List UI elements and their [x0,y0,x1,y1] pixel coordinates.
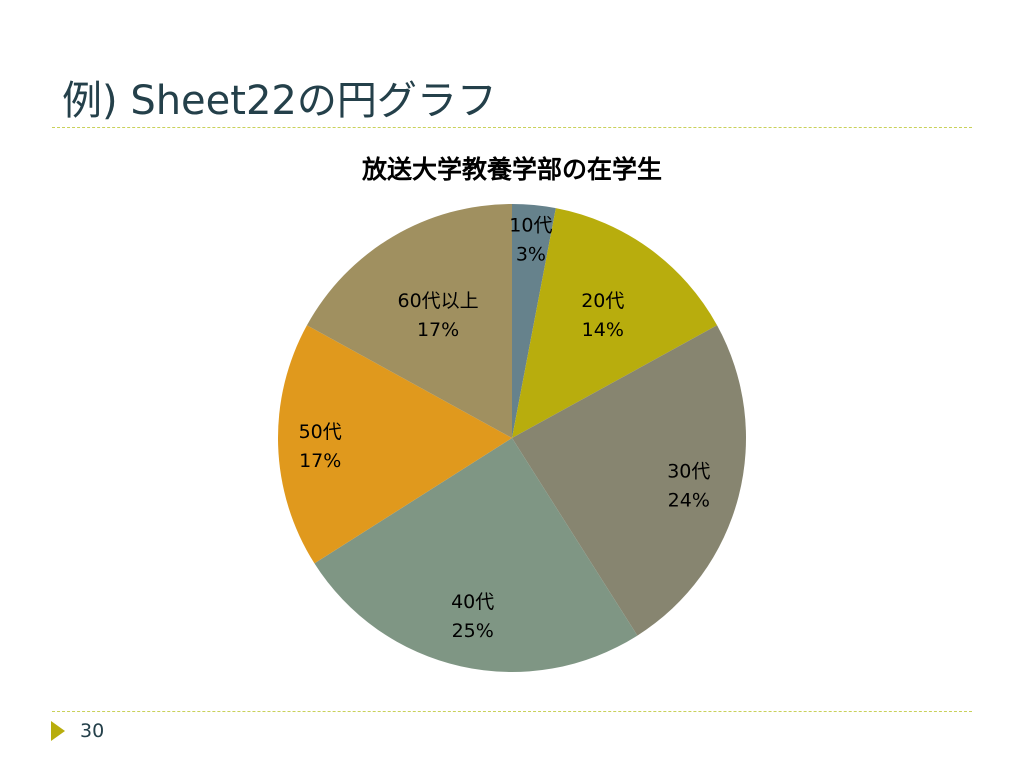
slice-category-label: 40代 [451,591,494,613]
slice-category-label: 60代以上 [398,290,479,312]
triangle-bullet-icon [51,721,65,741]
pie-labels: 10代 3%20代 14%30代 24%40代 25%50代 17%60代以上 17% [299,215,711,642]
pie-slice [512,325,747,636]
slice-label: 60代以上 17% [398,290,479,341]
slice-category-label: 20代 [581,290,624,312]
slice-category-label: 10代 [509,215,552,237]
slice-percent-label: 17% [299,450,341,472]
slice-label: 10代 3% [509,215,552,266]
pie-slice [512,208,718,438]
slice-percent-label: 14% [582,319,624,341]
page-number: 30 [80,720,105,742]
pie-slices [278,204,747,672]
slice-percent-label: 25% [452,620,494,642]
pie-slice [314,438,638,672]
pie-slice [306,204,512,438]
pie-slice [278,325,512,564]
footer-divider [52,711,972,712]
slice-label: 50代 17% [299,421,342,472]
slice-label: 20代 14% [581,290,624,341]
slice-label: 30代 24% [667,460,710,511]
slice-percent-label: 24% [668,489,710,511]
slice-percent-label: 17% [417,319,459,341]
chart-title: 放送大学教養学部の在学生 [361,155,662,184]
slice-category-label: 30代 [667,460,710,482]
title-divider [52,127,972,128]
slide-title: 例) Sheet22の円グラフ [62,78,497,124]
slice-category-label: 50代 [299,421,342,443]
slice-percent-label: 3% [516,244,546,266]
slice-label: 40代 25% [451,591,494,642]
pie-slice [512,204,556,438]
